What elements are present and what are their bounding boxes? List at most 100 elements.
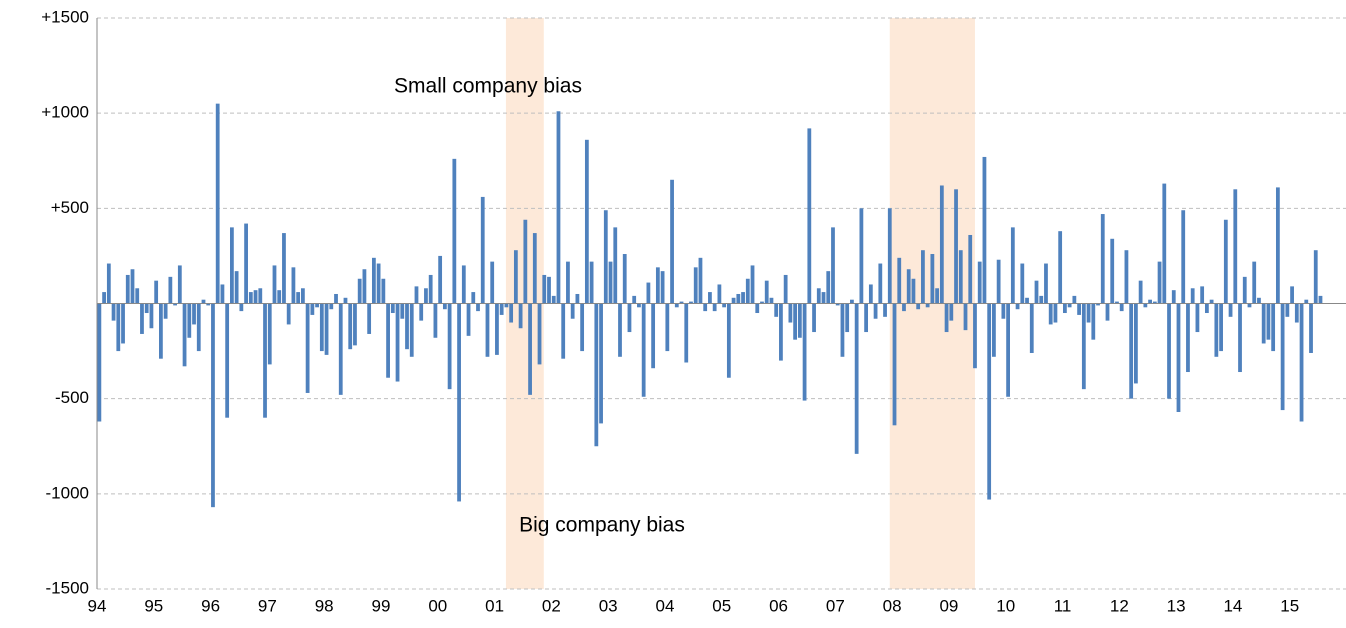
annotation: Small company bias xyxy=(394,75,582,98)
bar xyxy=(575,293,580,304)
bar xyxy=(570,303,575,319)
bar xyxy=(1148,299,1152,304)
x-tick-label: 06 xyxy=(769,596,788,615)
bar xyxy=(542,274,547,304)
x-tick-label: 97 xyxy=(258,596,277,615)
y-tick-label: +1000 xyxy=(41,103,89,122)
bar xyxy=(935,288,940,304)
bar xyxy=(679,301,684,304)
bar xyxy=(816,288,821,304)
bar xyxy=(627,303,632,333)
bar xyxy=(215,103,220,304)
bar xyxy=(400,303,405,319)
bar xyxy=(1143,303,1148,308)
bar xyxy=(698,257,703,304)
bar xyxy=(324,303,329,355)
bar xyxy=(1176,303,1181,412)
bar xyxy=(684,303,689,363)
bar xyxy=(906,269,911,304)
bar xyxy=(1124,250,1129,304)
bar xyxy=(722,303,727,308)
bar xyxy=(1091,303,1096,340)
bar xyxy=(1195,303,1200,333)
bar xyxy=(760,301,764,304)
bar xyxy=(135,288,140,304)
bar xyxy=(745,278,750,304)
x-tick-label: 95 xyxy=(144,596,163,615)
bar xyxy=(409,303,414,357)
bar xyxy=(1006,303,1010,397)
bar xyxy=(1209,299,1214,304)
bar xyxy=(826,271,831,304)
bar xyxy=(1058,231,1063,304)
bar xyxy=(674,303,679,308)
bar xyxy=(831,227,835,304)
bar xyxy=(1299,303,1304,422)
bar xyxy=(1029,303,1034,353)
bar xyxy=(1138,280,1143,304)
bar xyxy=(300,288,305,304)
bar xyxy=(944,303,949,333)
bar xyxy=(537,303,542,365)
bar xyxy=(1048,303,1053,325)
bar xyxy=(267,303,272,365)
y-tick-label: -1000 xyxy=(46,483,89,502)
bar xyxy=(977,261,982,304)
bar xyxy=(159,303,163,359)
bar xyxy=(348,303,353,350)
x-tick-label: 09 xyxy=(939,596,958,615)
bar xyxy=(102,292,106,304)
bar xyxy=(282,233,286,304)
bar xyxy=(1285,303,1290,317)
bar xyxy=(845,303,850,333)
bar xyxy=(1105,303,1110,321)
bar xyxy=(812,303,816,333)
bar xyxy=(1152,301,1157,304)
y-tick-label: +1500 xyxy=(41,7,89,26)
bar xyxy=(229,227,234,304)
bar xyxy=(637,303,641,308)
bar xyxy=(452,158,457,304)
bar xyxy=(1200,286,1205,304)
x-tick-label: 13 xyxy=(1167,596,1186,615)
bar xyxy=(476,303,480,312)
bar xyxy=(239,303,244,312)
bar xyxy=(774,303,779,317)
bar xyxy=(1015,303,1020,310)
x-tick-label: 10 xyxy=(996,596,1015,615)
bar xyxy=(551,295,556,304)
bar xyxy=(201,299,206,304)
x-tick-label: 15 xyxy=(1280,596,1299,615)
bar xyxy=(1110,238,1115,304)
bar xyxy=(140,303,144,334)
bar xyxy=(499,303,504,315)
x-tick-label: 94 xyxy=(88,596,107,615)
bar xyxy=(608,261,613,304)
bar xyxy=(177,265,182,304)
bar xyxy=(561,303,566,359)
bar xyxy=(1025,297,1029,304)
y-tick-label: +500 xyxy=(51,198,89,217)
bar xyxy=(1223,219,1228,304)
bar xyxy=(850,299,854,304)
bar xyxy=(973,303,977,369)
bar xyxy=(296,292,301,304)
bar xyxy=(1020,263,1025,304)
bar xyxy=(873,303,878,319)
bar xyxy=(277,290,282,304)
bar xyxy=(1233,189,1238,304)
bar xyxy=(206,303,211,306)
bar xyxy=(726,303,731,378)
bar xyxy=(1100,214,1105,304)
bar xyxy=(996,259,1001,304)
bar xyxy=(509,303,514,323)
bar xyxy=(622,254,627,304)
bar xyxy=(1072,295,1077,304)
bar xyxy=(916,303,921,310)
bar xyxy=(1238,303,1242,373)
bar xyxy=(1162,183,1167,304)
bar xyxy=(731,297,736,304)
bar xyxy=(125,274,130,304)
bar xyxy=(334,293,338,304)
